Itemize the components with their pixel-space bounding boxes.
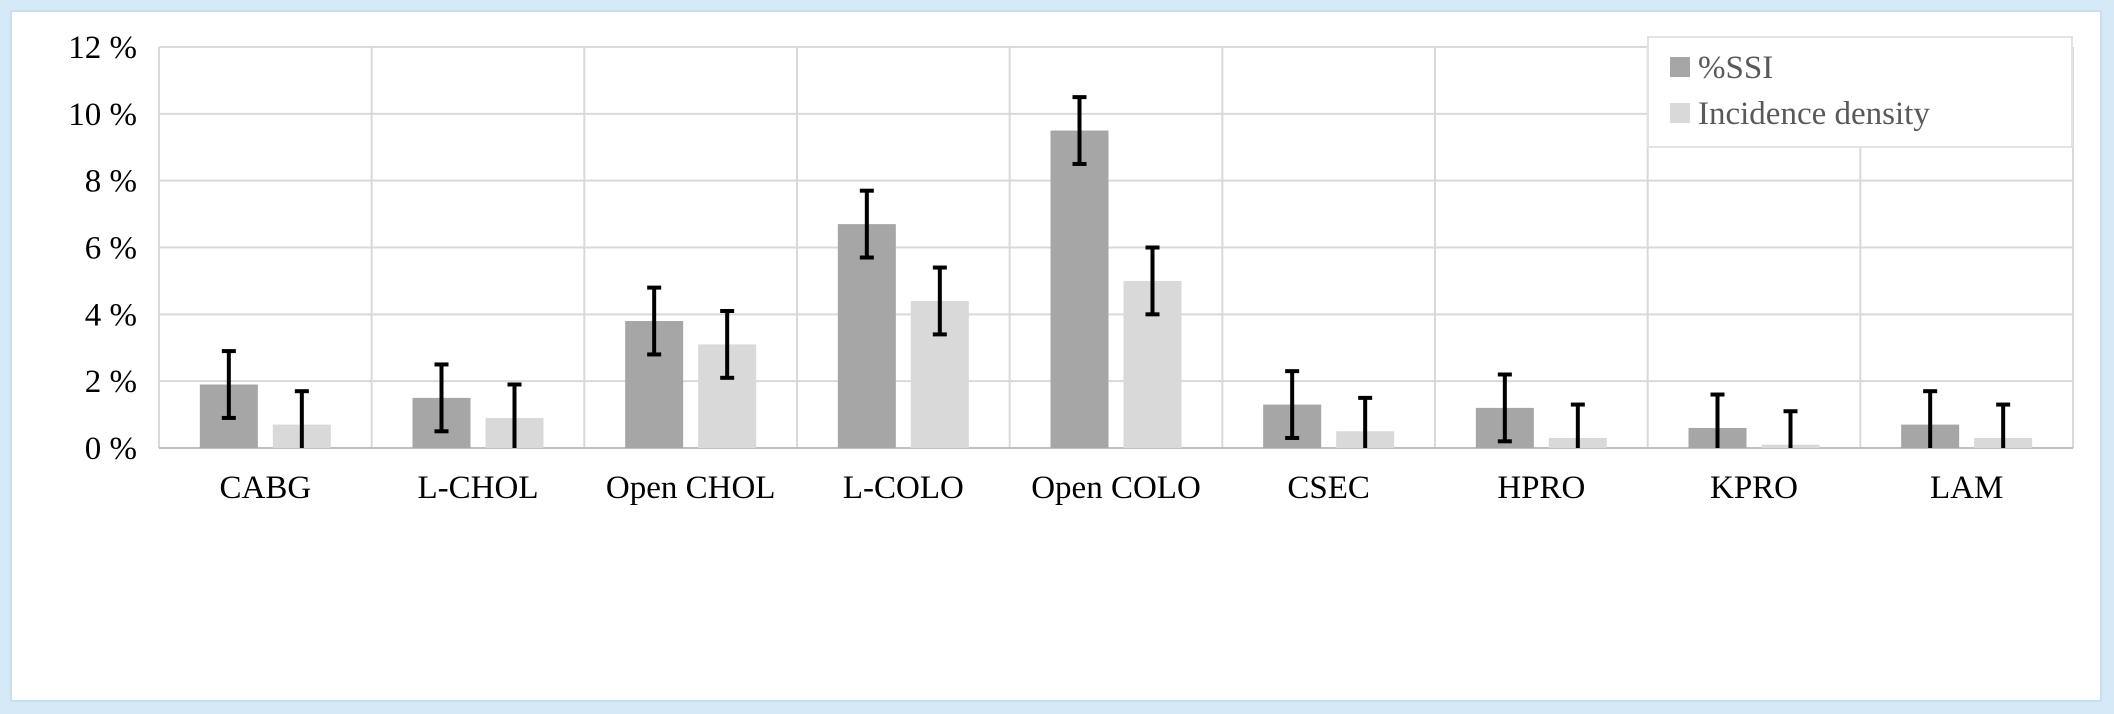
error-bar [1923,389,1938,448]
error-bar [434,362,449,434]
x-tick-label: Open CHOL [606,470,776,506]
x-tick-label: LAM [1930,470,2003,506]
error-bar [859,188,874,260]
error-bar [1996,402,2011,448]
y-tick-label: 0 % [85,431,137,467]
bar-chart: 0 % 2 % 4 % 6 % 8 % 10 % 12 % CABG L-CHOL Open C… [68,30,2074,506]
y-tick-label: 6 % [85,231,137,267]
x-tick-label: L-CHOL [418,470,539,506]
error-bar [932,265,947,337]
bars [199,130,2033,448]
error-bar [1497,372,1512,444]
x-tick-label: HPRO [1497,470,1585,506]
legend: %SSI Incidence density [1647,36,2073,148]
error-bars [221,95,2011,448]
chart-frame: 0 % 2 % 4 % 6 % 8 % 10 % 12 % CABG L-CHOL Open C… [10,10,2102,702]
error-bar [1570,402,1585,448]
error-bar [1145,245,1160,317]
y-tick-label: 12 % [68,30,137,66]
error-bar [221,349,236,420]
error-bar [294,389,309,448]
y-tick-label: 10 % [68,97,137,133]
error-bar [1358,395,1373,448]
error-bar [1783,409,1798,448]
x-axis-ticks: CABG L-CHOL Open CHOL L-COLO Open COLO CSEC HP… [219,470,2003,506]
legend-label: Incidence density [1698,96,1930,132]
gridlines [158,46,2074,449]
error-bar [1285,369,1300,440]
legend-label: %SSI [1698,50,1773,86]
y-tick-label: 2 % [85,364,137,400]
error-bar [1710,392,1725,448]
error-bar [507,382,522,448]
y-axis-ticks: 0 % 2 % 4 % 6 % 8 % 10 % 12 % [68,30,137,467]
bar-ssi [837,224,896,448]
x-tick-label: KPRO [1710,470,1798,506]
x-tick-label: CSEC [1287,470,1370,506]
error-bar [1072,95,1087,166]
error-bar [647,285,662,357]
x-tick-label: CABG [219,470,311,506]
y-tick-label: 8 % [85,164,137,200]
legend-swatch [1670,103,1690,123]
legend-swatch [1670,57,1690,77]
legend-box [1647,36,2073,148]
x-tick-label: L-COLO [843,470,964,506]
error-bar [720,308,735,380]
y-tick-label: 4 % [85,297,137,333]
bar-ssi [1050,130,1109,448]
x-tick-label: Open COLO [1031,470,1201,506]
